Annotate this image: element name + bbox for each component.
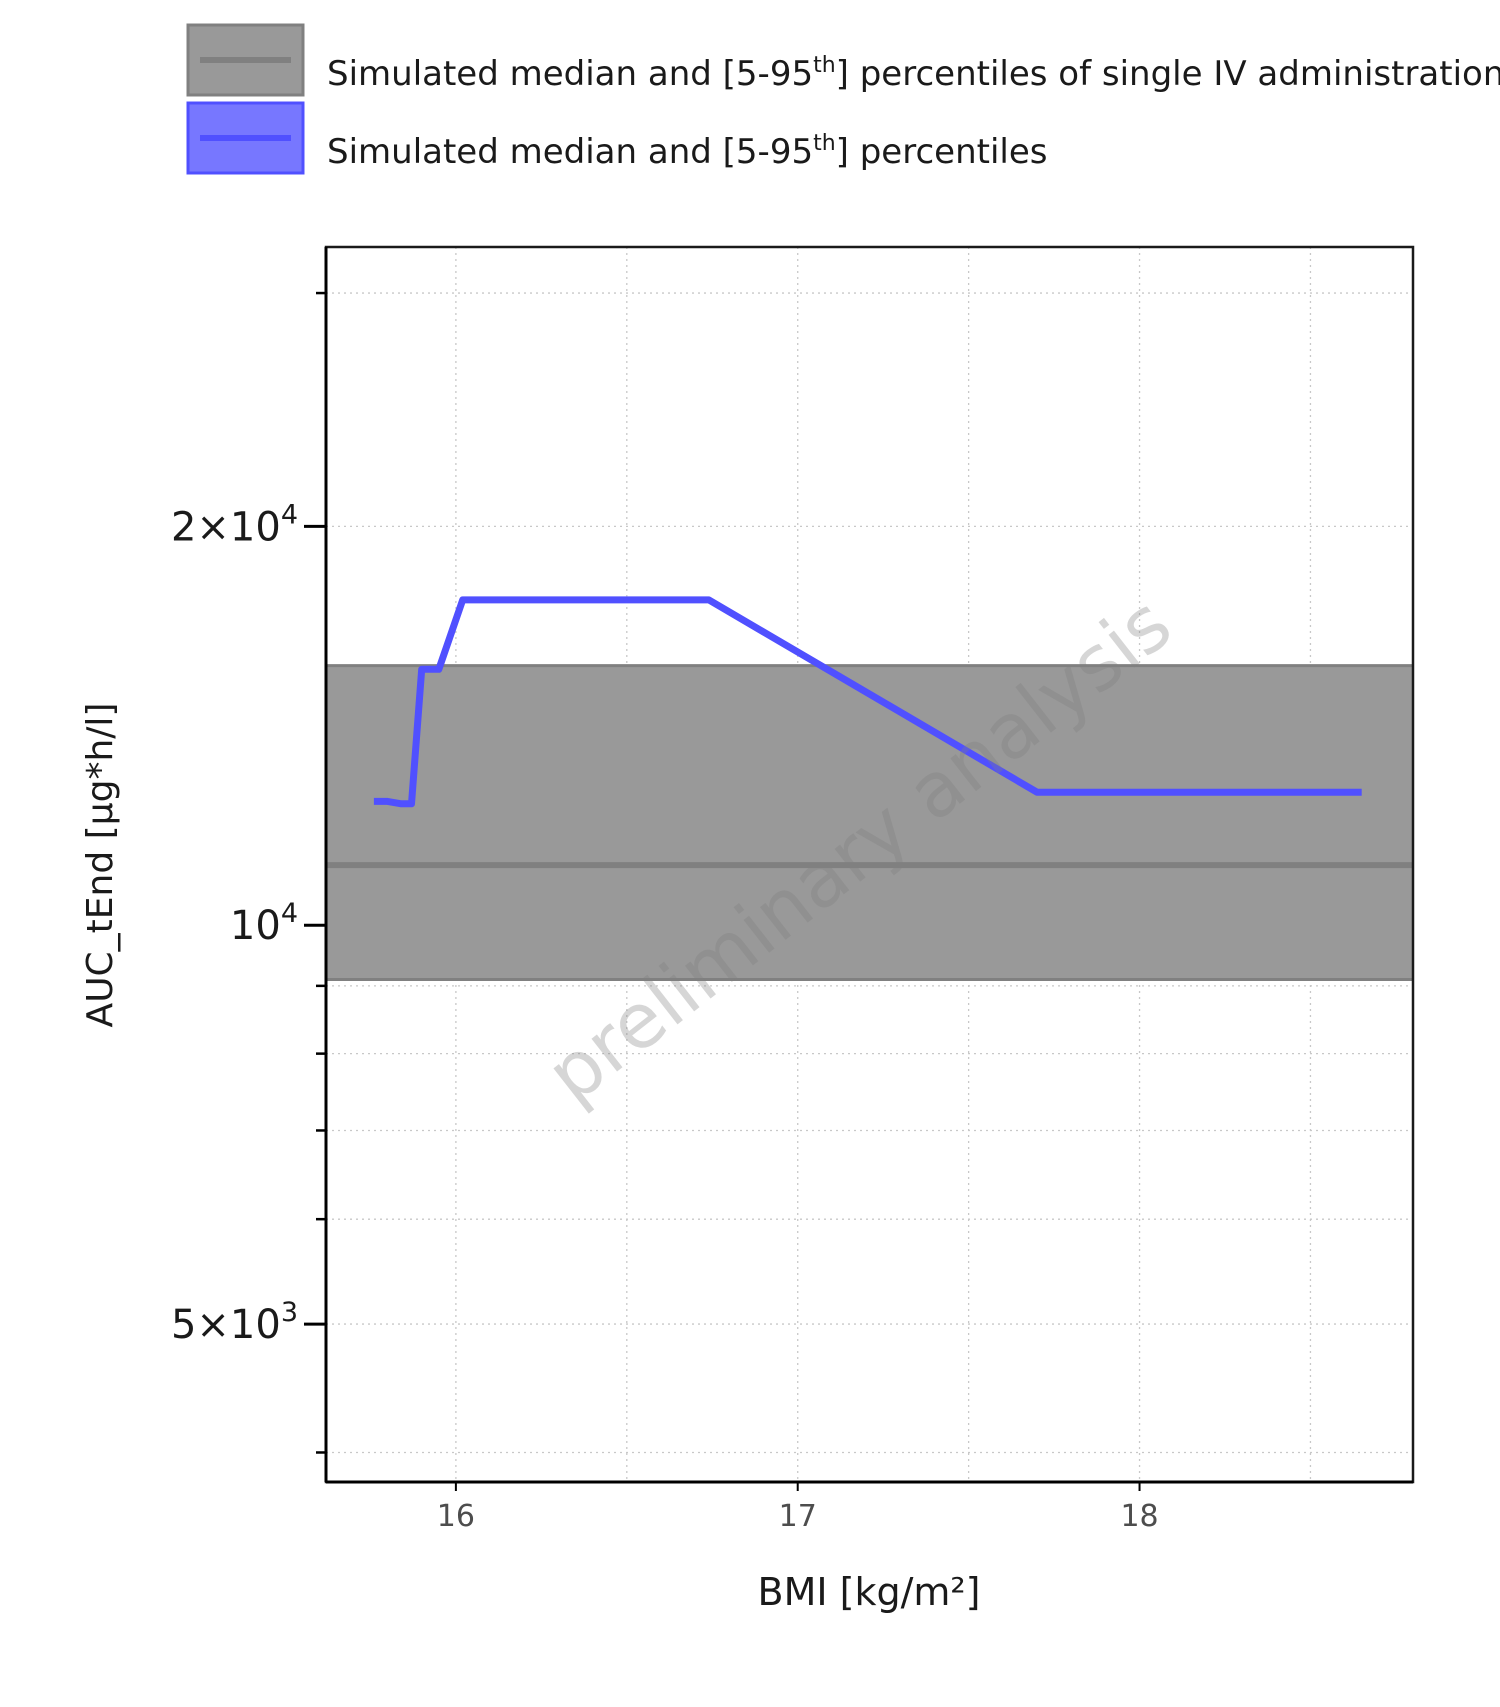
axes: 16 17 18 5×103 104 2×104	[171, 291, 1159, 1534]
x-axis-title: BMI [kg/m²]	[758, 1570, 981, 1614]
series-layer	[373, 596, 1362, 808]
x-tick-label: 17	[779, 1499, 817, 1534]
series-line-0	[373, 596, 1362, 808]
reference-band	[326, 664, 1413, 981]
y-tick-label: 5×103	[171, 1297, 298, 1348]
y-axis-title: AUC_tEnd [µg*h/l]	[80, 703, 121, 1028]
y-tick-label: 104	[230, 898, 298, 949]
reference-band-area	[326, 665, 1413, 980]
y-tick-label: 2×104	[171, 499, 298, 550]
legend-item-simulation: Simulated median and [5-95th] percentile…	[186, 101, 1047, 175]
legend-label-simulation: Simulated median and [5-95th] percentile…	[327, 131, 1047, 172]
x-tick-label: 18	[1120, 1499, 1158, 1534]
legend-label-reference: Simulated median and [5-95th] percentile…	[327, 53, 1500, 94]
legend-item-reference: Simulated median and [5-95th] percentile…	[186, 23, 1500, 97]
x-tick-label: 16	[437, 1499, 475, 1534]
legend: Simulated median and [5-95th] percentile…	[186, 23, 1500, 175]
